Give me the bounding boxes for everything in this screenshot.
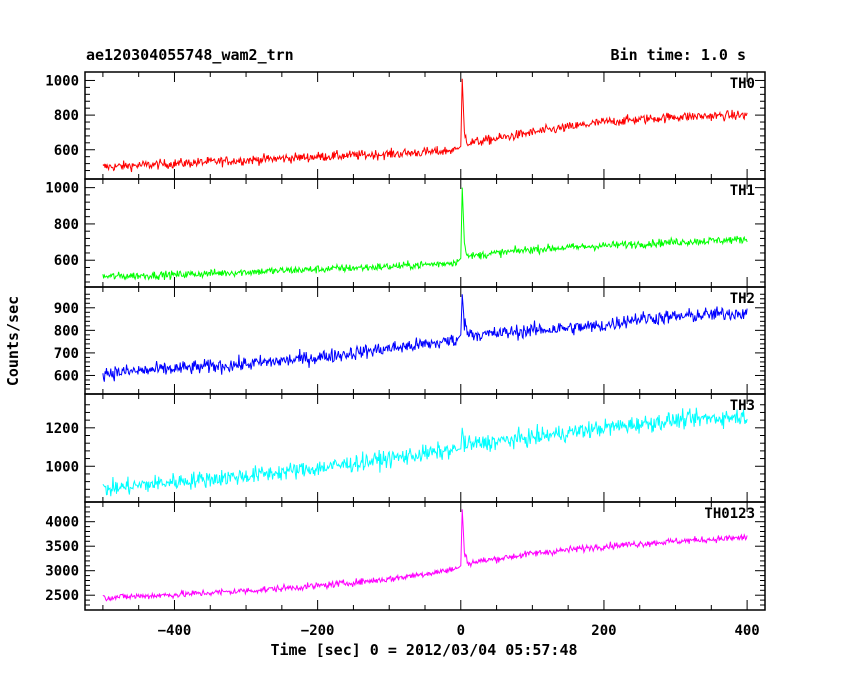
y-tick-label: 1000 <box>45 73 79 89</box>
y-tick-label: 900 <box>54 301 79 317</box>
panel-label-th0: TH0 <box>730 76 755 92</box>
y-axis-label: Counts/sec <box>4 296 22 386</box>
y-tick-label: 4000 <box>45 515 79 531</box>
y-tick-label: 3500 <box>45 539 79 555</box>
chart-subtitle: Bin time: 1.0 s <box>611 46 746 64</box>
panel-label-th0123: TH0123 <box>704 506 755 522</box>
panel-label-th2: TH2 <box>730 291 755 307</box>
x-tick-label: −400 <box>158 623 192 639</box>
x-tick-label: −200 <box>301 623 335 639</box>
panel-frame <box>84 178 766 288</box>
panel-th1: 600 800 1000 TH1 <box>45 178 766 288</box>
y-tick-label: 1000 <box>45 459 79 475</box>
series-line-th0123 <box>102 509 748 602</box>
y-tick-label: 1200 <box>45 421 79 437</box>
panel-frame <box>84 393 766 503</box>
panel-th2: 600 700 800 900 TH2 <box>54 286 766 395</box>
series-line-th3 <box>102 407 748 497</box>
chart-title: ae120304055748_wam2_trn <box>86 46 294 64</box>
x-axis-label: Time [sec] 0 = 2012/03/04 05:57:48 <box>270 641 577 659</box>
y-tick-label: 1000 <box>45 181 79 197</box>
y-tick-label: 600 <box>54 253 79 269</box>
y-tick-label: 3000 <box>45 564 79 580</box>
x-tick-label: 200 <box>591 623 616 639</box>
panel-th0123: 2500 3000 3500 4000 TH0123 <box>45 501 766 611</box>
y-tick-label: 700 <box>54 346 79 362</box>
series-line-th0 <box>102 78 748 173</box>
panel-th3: 1000 1200 TH3 <box>45 393 766 503</box>
x-tick-label: 0 <box>457 623 465 639</box>
panel-th0: 600 800 1000 TH0 <box>45 71 766 180</box>
y-tick-label: 800 <box>54 323 79 339</box>
y-tick-label: 800 <box>54 108 79 124</box>
panel-label-th1: TH1 <box>730 183 755 199</box>
series-line-th2 <box>102 294 748 382</box>
series-line-th1 <box>102 187 748 281</box>
panel-frame <box>84 286 766 395</box>
y-tick-label: 800 <box>54 217 79 233</box>
x-tick-label: 400 <box>734 623 759 639</box>
panel-label-th3: TH3 <box>730 398 755 414</box>
y-tick-label: 600 <box>54 143 79 159</box>
y-tick-label: 600 <box>54 368 79 384</box>
y-tick-label: 2500 <box>45 588 79 604</box>
panels: 600 800 1000 TH0 600 800 1000 TH1 600 700 800 900 TH… <box>45 71 766 639</box>
